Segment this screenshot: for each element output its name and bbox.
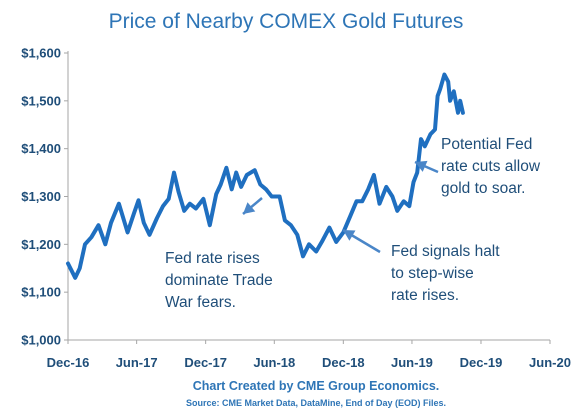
x-axis: Dec-16 Jun-17 Dec-17 Jun-18 Dec-18 Jun-19 Dec-… <box>47 339 571 370</box>
annotation-text: to step-wise <box>391 265 474 282</box>
annotation-arrowhead <box>243 202 256 214</box>
annotation-text: rate cuts allow <box>441 158 541 175</box>
x-tick-label: Dec-17 <box>184 355 227 370</box>
chart-source: Source: CME Market Data, DataMine, End o… <box>186 398 446 408</box>
annotation-layer: Fed rate rises dominate Trade War fears. Fe… <box>165 136 541 311</box>
x-tick-label: Dec-19 <box>460 355 503 370</box>
series-layer <box>66 72 465 280</box>
annotation-text: gold to soar. <box>441 180 525 197</box>
annotation-text: rate rises. <box>391 287 459 304</box>
y-tick-label: $1,300 <box>21 189 61 204</box>
annotation-text: Potential Fed <box>441 136 532 153</box>
annotation-arrowhead <box>415 160 428 172</box>
x-tick-label: Dec-18 <box>322 355 365 370</box>
chart-title: Price of Nearby COMEX Gold Futures <box>109 10 464 33</box>
annotation-text: dominate Trade <box>165 272 273 289</box>
annotation-text: Fed signals halt <box>391 243 500 260</box>
y-axis: $1,000 $1,100 $1,200 $1,300 $1,400 $1,500 $1,6… <box>21 46 69 348</box>
chart-credit: Chart Created by CME Group Economics. <box>193 379 440 393</box>
x-tick-label: Jun-18 <box>253 355 295 370</box>
y-tick-label: $1,100 <box>21 285 61 300</box>
annotation-text: Fed rate rises <box>165 250 260 267</box>
y-tick-label: $1,600 <box>21 46 61 61</box>
x-tick-label: Jun-19 <box>391 355 433 370</box>
x-tick-label: Dec-16 <box>47 355 90 370</box>
y-tick-label: $1,200 <box>21 237 61 252</box>
annotation-text: War fears. <box>165 294 236 311</box>
x-tick-label: Jun-20 <box>529 355 571 370</box>
series-line-0 <box>66 72 465 280</box>
annotation-arrowhead <box>343 230 356 241</box>
y-tick-label: $1,400 <box>21 141 61 156</box>
y-tick-label: $1,000 <box>21 333 61 348</box>
y-tick-label: $1,500 <box>21 93 61 108</box>
x-tick-label: Jun-17 <box>116 355 158 370</box>
